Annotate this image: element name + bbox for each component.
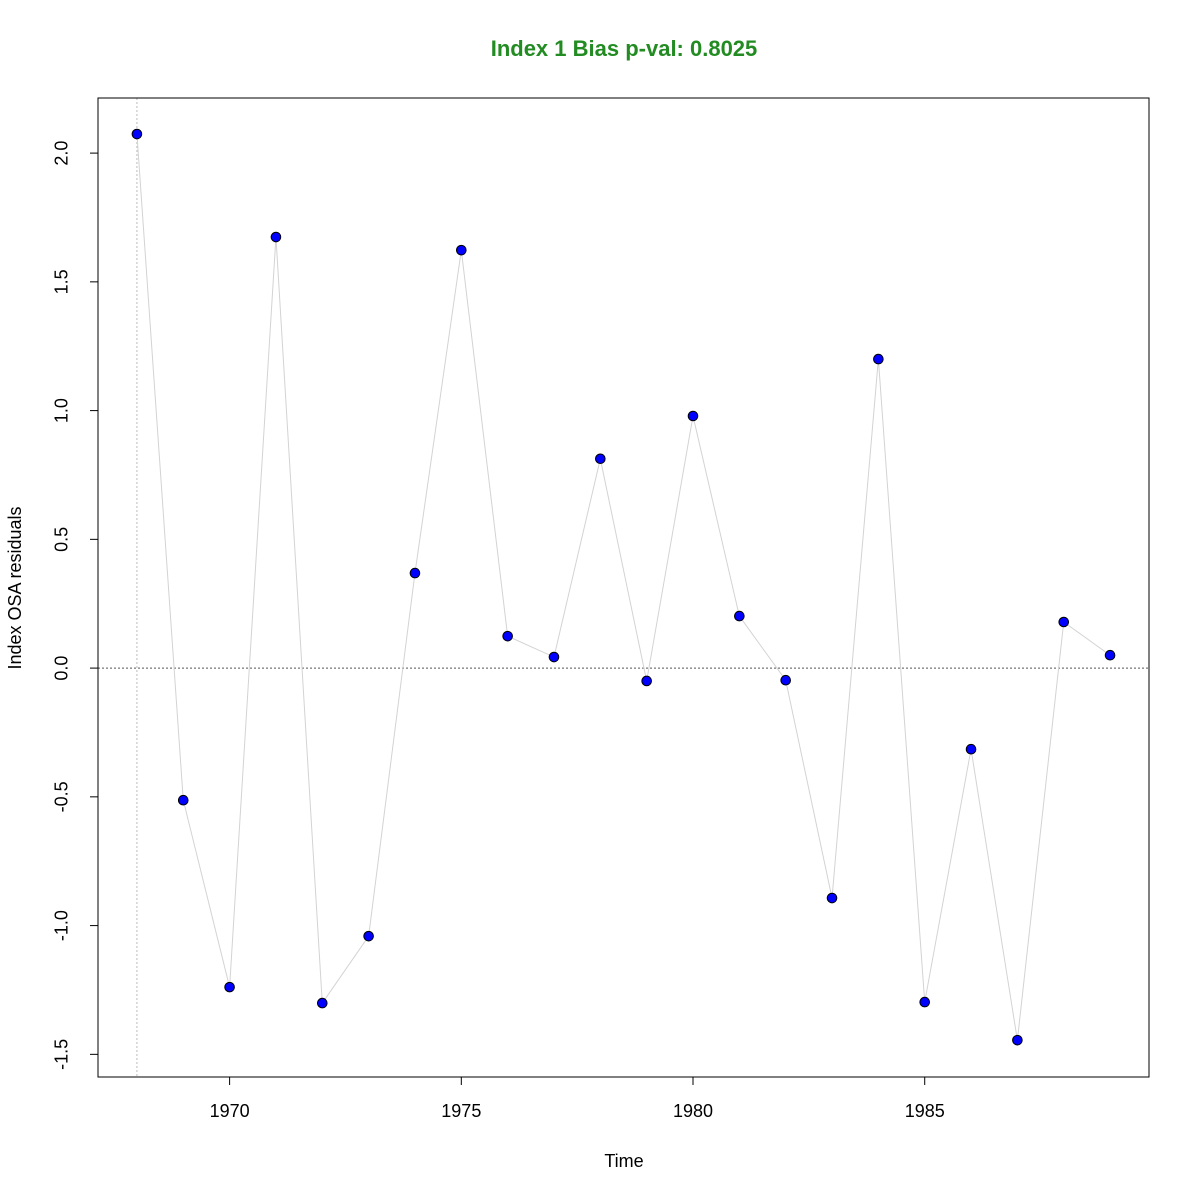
data-point: [316, 997, 328, 1009]
chart-title: Index 1 Bias p-val: 0.8025: [491, 36, 758, 61]
x-tick-label: 1975: [441, 1101, 481, 1121]
data-point: [1012, 1034, 1023, 1046]
data-point: [363, 930, 374, 942]
data-point: [131, 128, 143, 140]
data-point: [595, 453, 606, 465]
data-point: [456, 244, 467, 256]
y-axis-label: Index OSA residuals: [5, 506, 25, 669]
data-point: [780, 674, 791, 686]
data-point: [826, 892, 838, 904]
data-point: [641, 675, 652, 687]
data-point: [965, 743, 977, 755]
data-point: [502, 630, 513, 642]
data-point: [224, 981, 235, 993]
y-tick-label: -1.0: [52, 910, 72, 941]
y-tick-label: 1.0: [52, 398, 72, 423]
data-point: [687, 410, 699, 422]
x-tick-label: 1985: [905, 1101, 945, 1121]
data-point: [409, 567, 421, 579]
series-line: [136, 134, 1111, 1041]
data-point: [177, 794, 189, 806]
y-tick-label: 0.0: [52, 656, 72, 681]
y-tick-label: -0.5: [52, 781, 72, 812]
data-point: [734, 610, 745, 622]
data-point: [919, 996, 931, 1008]
y-tick-label: 0.5: [52, 527, 72, 552]
data-point: [548, 651, 560, 663]
y-tick-label: -1.5: [52, 1039, 72, 1070]
y-tick-label: 1.5: [52, 269, 72, 294]
x-axis-label: Time: [604, 1151, 643, 1171]
data-point: [1058, 616, 1070, 628]
x-tick-label: 1980: [673, 1101, 713, 1121]
data-point: [270, 231, 282, 243]
data-point: [1104, 649, 1116, 661]
data-point: [873, 353, 884, 365]
x-tick-label: 1970: [210, 1101, 250, 1121]
y-tick-label: 2.0: [52, 141, 72, 166]
